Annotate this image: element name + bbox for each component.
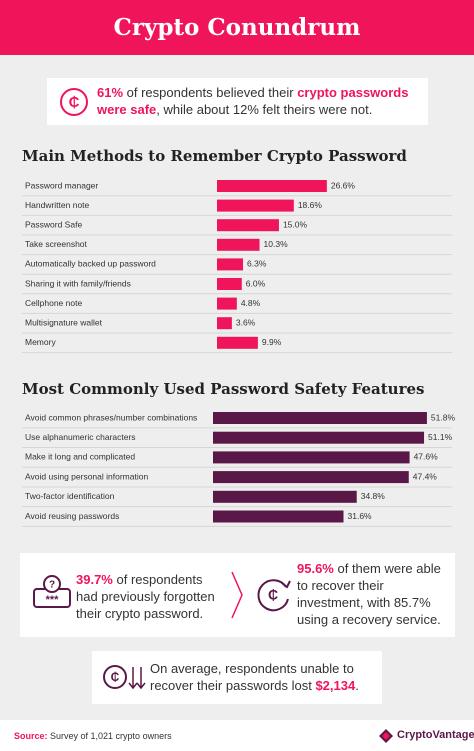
value-label: 4.8% [241,298,261,308]
text: , while about 12% felt theirs were not. [156,102,373,117]
category-label: Handwritten note [25,200,90,210]
category-label: Password Safe [25,219,82,229]
value-label: 47.4% [413,471,438,481]
category-label: Multisignature wallet [25,317,103,327]
loss-icon: ₵ [103,665,146,690]
category-label: Make it long and complicated [25,452,135,462]
bar [217,238,260,251]
value-label: 15.0% [283,219,308,229]
value-label: 51.1% [428,432,453,442]
brand: CryptoVantage [397,729,474,741]
stat-text: 95.6% of them were able to recover their… [297,560,452,628]
value-label: 9.9% [262,337,282,347]
bar [213,471,409,484]
svg-text:?: ? [49,580,55,591]
category-label: Automatically backed up password [25,259,156,269]
value-label: 18.6% [298,200,323,210]
bar [217,336,258,349]
text: of them were able to recover their inves… [297,561,441,627]
recover-icon: ₵ [257,579,291,612]
bar [217,278,242,290]
loss-text: On average, respondents unable to recove… [150,660,378,694]
password-icon: ? *** [33,575,71,608]
stat-text: 39.7% of respondents had previously forg… [76,571,226,622]
footer [0,720,474,751]
value-label: 10.3% [264,239,289,249]
highlight: crypto passwords were safe [97,85,409,117]
source-text: Survey of 1,021 crypto owners [47,731,172,741]
text: of respondents believed their [123,85,298,100]
category-label: Avoid reusing passwords [25,511,119,521]
loss-box: ₵ On average, respondents unable to reco… [92,651,382,704]
svg-text:₵: ₵ [268,587,278,603]
bar [217,258,244,271]
value-label: 3.6% [236,317,256,327]
category-label: Avoid common phrases/number combinations [25,412,197,422]
value-label: 47.6% [414,452,439,462]
bar [217,180,327,192]
stats-box: ? *** 39.7% of respondents had previousl… [20,553,455,637]
svg-text:***: *** [46,594,60,606]
value-label: 6.3% [247,259,267,269]
bar [217,297,237,310]
category-label: Use alphanumeric characters [25,432,136,442]
source-label: Source: [14,731,48,741]
value-label: 34.8% [361,491,386,501]
header [0,0,474,55]
category-label: Password manager [25,180,98,190]
text: of respondents had previously forgotten … [76,572,215,621]
value-label: 51.8% [431,412,456,422]
svg-text:₵: ₵ [69,94,80,111]
bar [213,412,427,424]
header-title: Crypto Conundrum [113,14,361,41]
crypto-icon: ₵ [60,88,88,116]
highlight: 61% [97,85,124,100]
category-label: Cellphone note [25,298,82,308]
callout-text: 61% of respondents believed their crypto… [97,84,422,118]
category-label: Avoid using personal information [25,471,148,481]
value-label: 31.6% [348,511,373,521]
charts: Main Methods to Remember Crypto Password… [22,147,456,527]
bar [213,490,357,503]
callout: ₵ 61% of respondents believed their cryp… [47,78,428,125]
chart-title: Main Methods to Remember Crypto Password [22,147,407,165]
chart-title: Most Commonly Used Password Safety Featu… [22,380,424,398]
bar [213,431,425,444]
category-label: Two-factor identification [25,491,115,501]
bar [217,317,232,330]
chevron [231,571,243,619]
highlight: $2,134 [315,678,356,693]
bar [217,199,294,212]
highlight: 39.7% [76,572,113,587]
highlight: 95.6% [297,561,334,576]
bar [217,219,279,232]
category-label: Sharing it with family/friends [25,278,131,288]
value-label: 26.6% [331,180,356,190]
brand-icon [379,729,393,743]
source: Source: Survey of 1,021 crypto owners [14,731,172,741]
svg-text:₵: ₵ [111,670,120,684]
bar [213,510,344,523]
value-label: 6.0% [246,278,266,288]
category-label: Take screenshot [25,239,88,249]
bar [213,451,410,464]
text: . [355,678,359,693]
text: On average, respondents unable to recove… [150,661,354,693]
category-label: Memory [25,337,56,347]
